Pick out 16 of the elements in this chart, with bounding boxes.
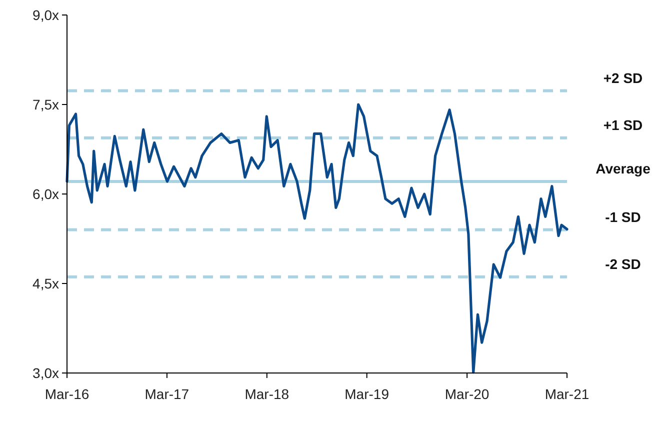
ref-line-label: +1 SD: [603, 116, 643, 133]
y-tick-label: 6,0x: [32, 186, 59, 202]
x-tick-label: Mar-19: [344, 386, 390, 402]
x-tick-label: Mar-17: [144, 386, 190, 402]
x-tick-label: Mar-16: [44, 386, 90, 402]
x-tick-label: Mar-21: [544, 386, 590, 402]
y-tick-label: 4,5x: [32, 275, 59, 292]
y-tick-label: 3,0x: [32, 364, 59, 381]
y-tick-label: 9,0x: [32, 6, 59, 23]
x-tick-label: Mar-18: [244, 386, 290, 402]
y-tick-label: 7,5x: [32, 96, 59, 112]
ref-line-label: +2 SD: [603, 70, 643, 86]
ref-line-label: Average: [596, 160, 651, 176]
x-tick-label: Mar-20: [444, 386, 490, 402]
ref-line-label: -1 SD: [605, 208, 641, 225]
ref-line-label: -2 SD: [605, 256, 641, 272]
